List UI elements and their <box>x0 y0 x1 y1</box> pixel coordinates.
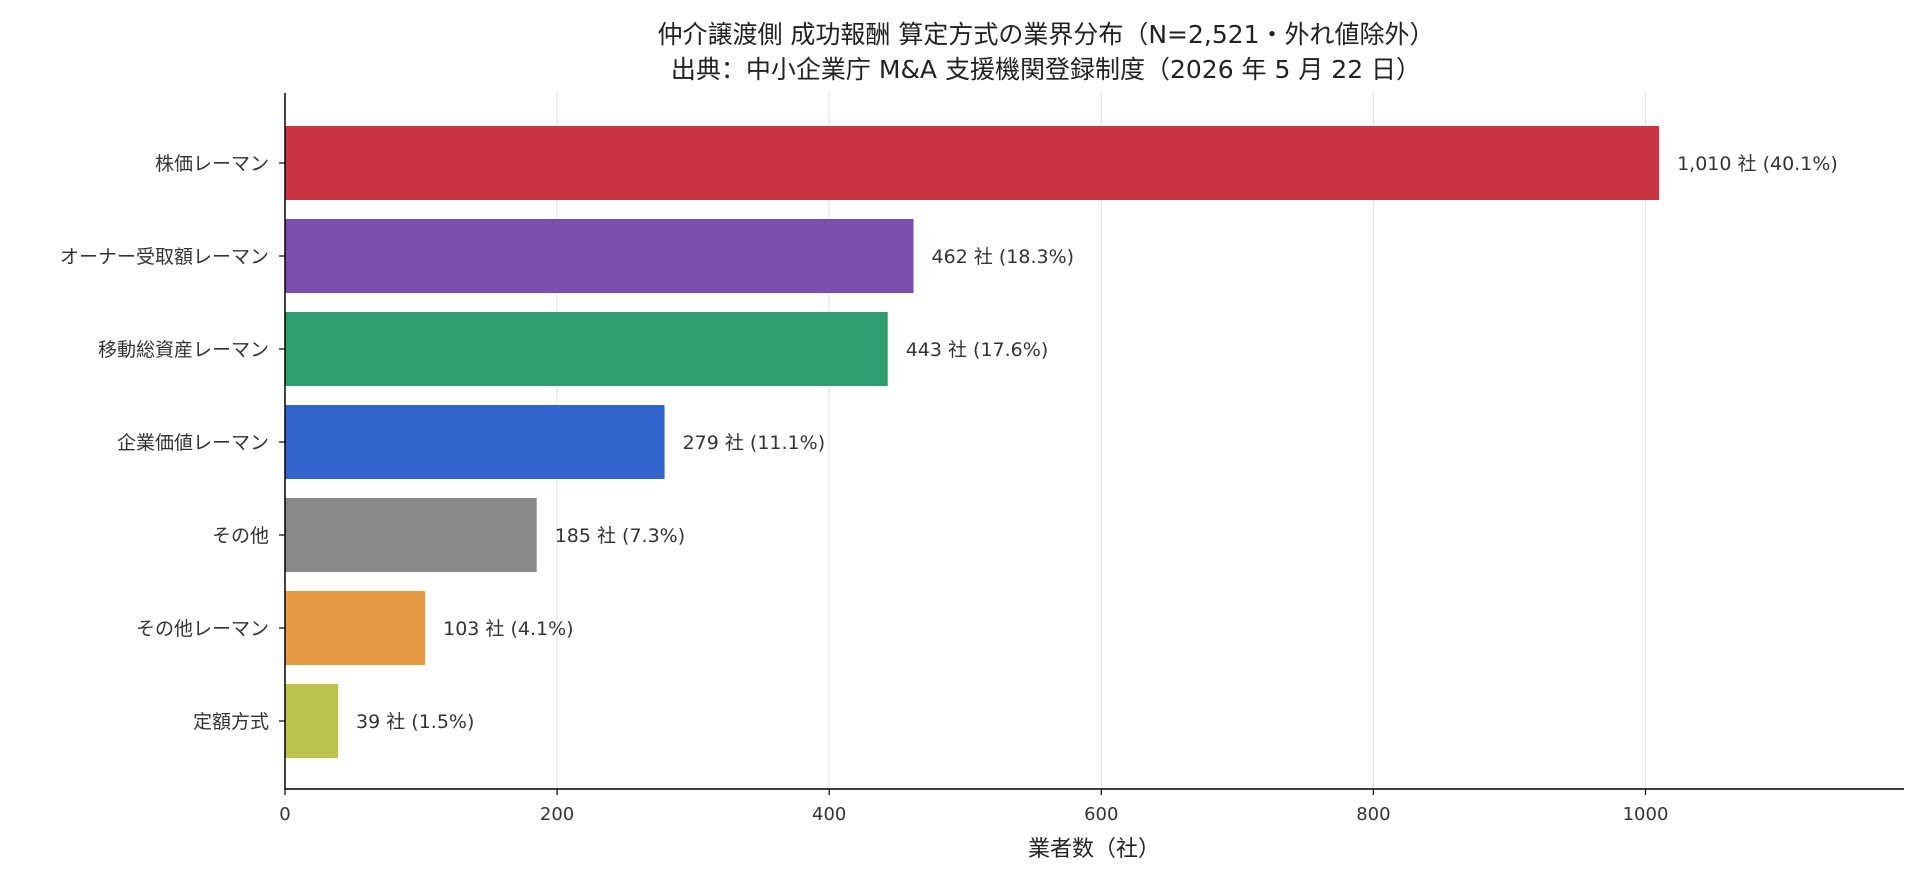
x-tick-label: 200 <box>540 804 574 825</box>
category-label: その他 <box>212 525 269 547</box>
category-label: 企業価値レーマン <box>117 432 269 454</box>
bar <box>285 312 888 386</box>
category-label: 移動総資産レーマン <box>98 339 269 361</box>
x-tick-label: 0 <box>279 804 290 825</box>
data-label: 39 社 (1.5%) <box>356 711 474 733</box>
chart-title: 仲介譲渡側 成功報酬 算定方式の業界分布（N=2,521・外れ値除外） <box>657 20 1434 49</box>
bar <box>285 219 914 293</box>
category-label: 株価レーマン <box>155 153 269 175</box>
category-labels: 株価レーマンオーナー受取額レーマン移動総資産レーマン企業価値レーマンその他その他… <box>60 153 285 733</box>
data-label: 103 社 (4.1%) <box>443 618 573 640</box>
bar <box>285 591 426 665</box>
gridlines <box>556 93 1647 789</box>
bar <box>285 684 339 758</box>
data-label: 1,010 社 (40.1%) <box>1677 153 1838 175</box>
x-tick-labels: 0 200 400 600 800 1000 <box>279 789 1668 825</box>
data-label: 462 社 (18.3%) <box>932 246 1075 268</box>
category-label: オーナー受取額レーマン <box>60 246 269 268</box>
data-label: 279 社 (11.1%) <box>683 432 826 454</box>
category-label: 定額方式 <box>193 711 269 733</box>
bar <box>285 405 665 479</box>
data-labels: 1,010 社 (40.1%) 462 社 (18.3%) 443 社 (17.6%… <box>356 153 1838 733</box>
bar <box>285 498 537 572</box>
x-tick-label: 1000 <box>1623 804 1669 825</box>
data-label: 185 社 (7.3%) <box>555 525 685 547</box>
x-axis-title: 業者数（社） <box>1028 837 1160 862</box>
x-tick-label: 800 <box>1356 804 1390 825</box>
data-label: 443 社 (17.6%) <box>906 339 1049 361</box>
bar <box>285 126 1660 200</box>
bars <box>285 126 1660 758</box>
x-tick-label: 600 <box>1084 804 1118 825</box>
x-tick-label: 400 <box>812 804 846 825</box>
category-label: その他レーマン <box>136 618 269 640</box>
chart-subtitle: 出典：中小企業庁 M&A 支援機関登録制度（2026 年 5 月 22 日） <box>671 55 1421 84</box>
